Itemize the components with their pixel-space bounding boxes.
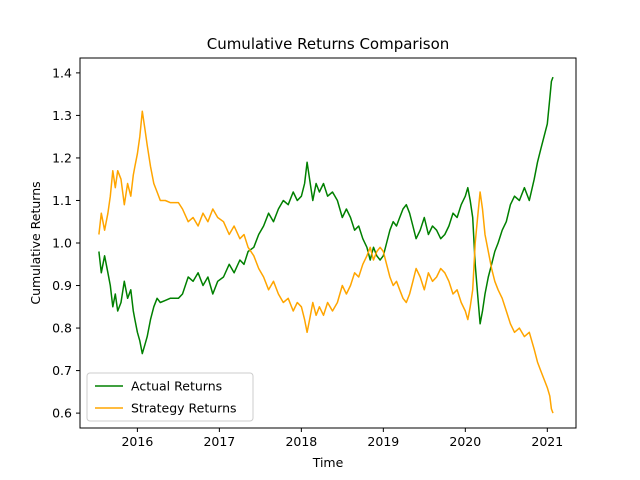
y-tick-label: 0.6	[52, 406, 72, 421]
y-tick-label: 0.8	[52, 321, 72, 336]
y-tick-label: 1.1	[52, 193, 72, 208]
y-tick-label: 0.9	[52, 278, 72, 293]
legend: Actual Returns Strategy Returns	[86, 372, 254, 422]
y-tick-label: 1.3	[52, 108, 72, 123]
x-tick-label: 2016	[121, 434, 153, 449]
y-tick-label: 1.2	[52, 150, 72, 165]
y-axis: 0.6 0.7 0.8 0.9 1.0 1.1 1.2 1.3 1.4	[52, 65, 80, 421]
legend-label-actual: Actual Returns	[131, 379, 222, 394]
series-layer	[98, 76, 554, 414]
series-line-actual-returns	[98, 76, 554, 355]
y-tick-label: 1.4	[52, 65, 72, 80]
y-tick-label: 1.0	[52, 236, 72, 251]
y-axis-label: Cumulative Returns	[28, 181, 43, 304]
x-tick-label: 2019	[367, 434, 399, 449]
series-line-strategy-returns	[98, 110, 554, 414]
x-tick-label: 2020	[449, 434, 481, 449]
x-tick-label: 2018	[285, 434, 317, 449]
x-axis: 2016 2017 2018 2019 2020 2021	[121, 428, 563, 449]
y-tick-label: 0.7	[52, 363, 72, 378]
chart-title: Cumulative Returns Comparison	[207, 35, 450, 53]
legend-box	[86, 372, 254, 422]
x-tick-label: 2017	[203, 434, 235, 449]
x-tick-label: 2021	[531, 434, 563, 449]
x-axis-label: Time	[312, 455, 344, 470]
legend-label-strategy: Strategy Returns	[131, 401, 237, 416]
